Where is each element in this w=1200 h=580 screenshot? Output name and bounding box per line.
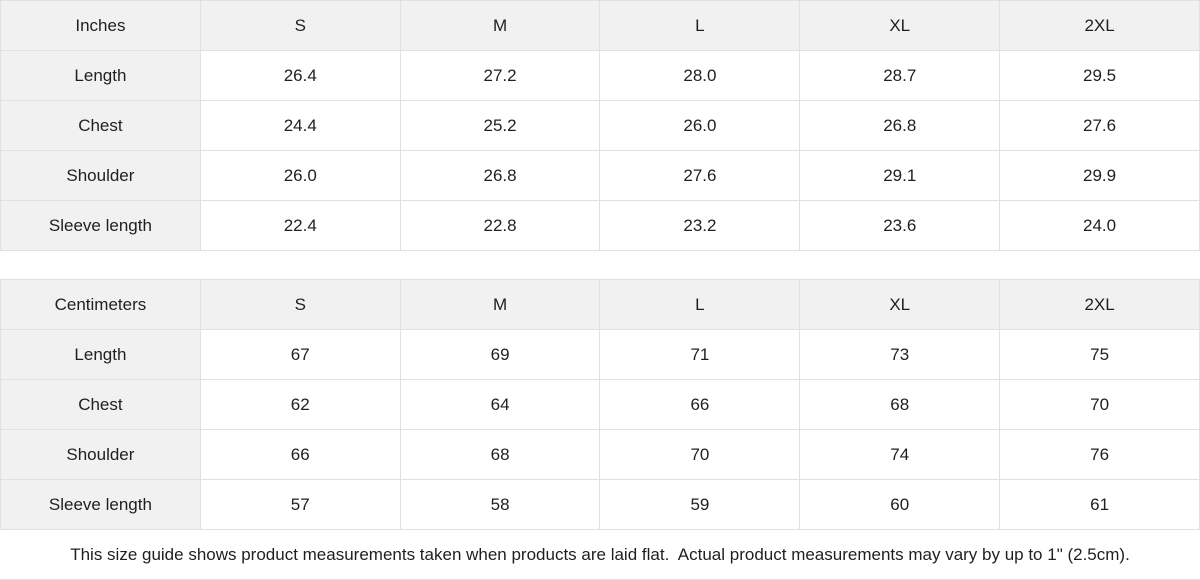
value-cell: 69 — [400, 330, 601, 380]
value-cell: 26.0 — [600, 101, 801, 151]
value-cell: 29.9 — [1000, 151, 1200, 201]
value-cell: 64 — [400, 380, 601, 430]
size-header-cell: 2XL — [1000, 280, 1200, 330]
size-header-cell: M — [400, 1, 601, 51]
size-header-cell: M — [400, 280, 601, 330]
value-cell: 60 — [800, 480, 1001, 530]
value-cell: 70 — [600, 430, 801, 480]
value-cell: 26.4 — [200, 51, 401, 101]
row-label-cell: Length — [1, 330, 201, 380]
table-gap — [0, 251, 1200, 279]
value-cell: 68 — [800, 380, 1001, 430]
row-label-cell: Chest — [1, 101, 201, 151]
value-cell: 66 — [200, 430, 401, 480]
value-cell: 27.6 — [600, 151, 801, 201]
row-label-cell: Sleeve length — [1, 201, 201, 251]
value-cell: 74 — [800, 430, 1001, 480]
size-header-cell: S — [200, 1, 401, 51]
size-header-cell: XL — [800, 280, 1001, 330]
unit-header-cell: Centimeters — [1, 280, 201, 330]
size-header-cell: 2XL — [1000, 1, 1200, 51]
value-cell: 27.6 — [1000, 101, 1200, 151]
row-label-cell: Sleeve length — [1, 480, 201, 530]
value-cell: 67 — [200, 330, 401, 380]
value-cell: 28.0 — [600, 51, 801, 101]
value-cell: 57 — [200, 480, 401, 530]
value-cell: 23.2 — [600, 201, 801, 251]
value-cell: 68 — [400, 430, 601, 480]
size-header-cell: L — [600, 1, 801, 51]
value-cell: 76 — [1000, 430, 1200, 480]
centimeters-size-table: Centimeters S M L XL 2XL Length 67 69 71 73 75 Chest… — [0, 279, 1200, 530]
inches-size-table: Inches S M L XL 2XL Length 26.4 27.2 28.0 28.7 29.5… — [0, 0, 1200, 251]
row-label-cell: Shoulder — [1, 430, 201, 480]
value-cell: 66 — [600, 380, 801, 430]
value-cell: 29.1 — [800, 151, 1001, 201]
value-cell: 28.7 — [800, 51, 1001, 101]
row-label-cell: Shoulder — [1, 151, 201, 201]
unit-header-cell: Inches — [1, 1, 201, 51]
value-cell: 26.8 — [400, 151, 601, 201]
size-header-cell: S — [200, 280, 401, 330]
value-cell: 22.4 — [200, 201, 401, 251]
row-label-cell: Length — [1, 51, 201, 101]
value-cell: 59 — [600, 480, 801, 530]
value-cell: 71 — [600, 330, 801, 380]
size-tables-container: Inches S M L XL 2XL Length 26.4 27.2 28.0 28.7 29.5… — [0, 0, 1200, 530]
value-cell: 70 — [1000, 380, 1200, 430]
value-cell: 73 — [800, 330, 1001, 380]
value-cell: 24.4 — [200, 101, 401, 151]
value-cell: 61 — [1000, 480, 1200, 530]
row-label-cell: Chest — [1, 380, 201, 430]
value-cell: 24.0 — [1000, 201, 1200, 251]
size-header-cell: XL — [800, 1, 1001, 51]
value-cell: 27.2 — [400, 51, 601, 101]
value-cell: 62 — [200, 380, 401, 430]
value-cell: 22.8 — [400, 201, 601, 251]
value-cell: 26.8 — [800, 101, 1001, 151]
value-cell: 29.5 — [1000, 51, 1200, 101]
value-cell: 26.0 — [200, 151, 401, 201]
value-cell: 25.2 — [400, 101, 601, 151]
value-cell: 75 — [1000, 330, 1200, 380]
size-header-cell: L — [600, 280, 801, 330]
value-cell: 58 — [400, 480, 601, 530]
size-guide-note: This size guide shows product measuremen… — [0, 530, 1200, 580]
value-cell: 23.6 — [800, 201, 1001, 251]
